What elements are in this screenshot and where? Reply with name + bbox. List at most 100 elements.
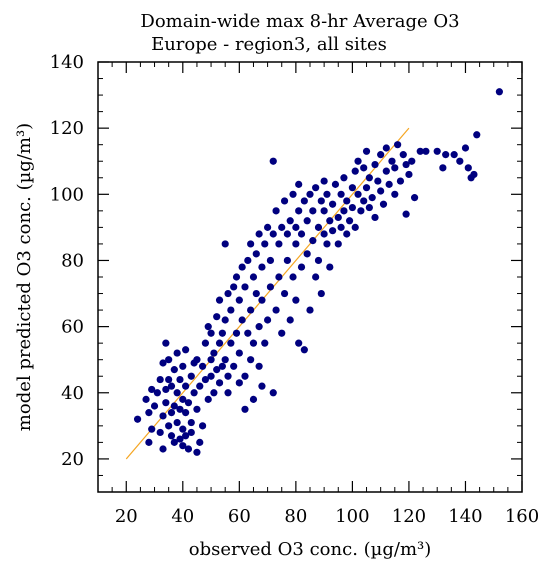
data-point: [385, 180, 393, 188]
data-point: [187, 372, 195, 380]
data-point: [320, 230, 328, 238]
data-point: [470, 170, 478, 179]
data-point: [295, 207, 303, 215]
data-point: [269, 157, 277, 165]
data-point: [170, 438, 178, 446]
data-point: [190, 389, 198, 397]
data-point: [306, 306, 314, 314]
data-point: [213, 313, 221, 321]
data-point: [464, 164, 472, 172]
x-tick-label: 160: [505, 506, 538, 527]
data-point: [362, 184, 371, 192]
data-point: [159, 445, 167, 453]
data-point: [326, 263, 334, 271]
data-point: [218, 329, 226, 337]
data-point: [266, 283, 275, 291]
data-point: [224, 372, 232, 380]
plot-frame: [97, 61, 523, 493]
data-point: [235, 296, 243, 304]
data-point: [145, 438, 153, 446]
data-point: [249, 395, 258, 403]
data-point: [221, 356, 229, 364]
y-tick-label: 100: [50, 184, 84, 205]
data-point: [159, 412, 167, 420]
data-point: [368, 194, 376, 202]
data-point: [323, 190, 331, 198]
data-point: [261, 240, 269, 248]
data-point: [416, 147, 424, 155]
data-point: [198, 422, 207, 430]
data-point: [280, 197, 289, 205]
data-point: [207, 372, 215, 380]
data-point: [343, 230, 351, 238]
data-point: [167, 382, 176, 390]
data-point: [221, 240, 229, 248]
data-point: [275, 273, 283, 281]
data-point: [165, 375, 173, 384]
x-tick-label: 140: [448, 506, 482, 527]
data-point: [241, 372, 249, 380]
data-point: [405, 170, 413, 179]
data-point: [354, 157, 362, 165]
y-tick-label: 120: [50, 118, 84, 139]
data-point: [300, 197, 308, 205]
data-point: [182, 382, 190, 390]
data-point: [224, 389, 232, 397]
data-point: [176, 375, 184, 384]
data-point: [165, 356, 173, 364]
data-point: [357, 207, 365, 215]
data-point: [258, 382, 266, 390]
data-point: [133, 415, 142, 423]
data-point: [377, 187, 385, 195]
data-point: [442, 151, 450, 159]
x-axis-label: observed O3 conc. (µg/m³): [189, 539, 432, 560]
data-point: [173, 418, 181, 427]
data-point: [306, 190, 314, 198]
data-point: [354, 190, 362, 198]
data-point: [213, 366, 221, 374]
data-point: [238, 316, 246, 324]
y-tick-label: 40: [61, 383, 84, 404]
data-point: [329, 200, 337, 208]
x-tick-label: 80: [284, 506, 307, 527]
data-point: [396, 177, 405, 185]
data-point: [433, 147, 441, 155]
data-point: [456, 157, 464, 165]
data-point: [252, 250, 260, 258]
data-point: [162, 399, 170, 407]
data-point: [255, 323, 263, 331]
data-point: [300, 346, 308, 354]
data-point: [297, 263, 306, 271]
data-point: [148, 425, 156, 433]
data-point: [269, 389, 277, 397]
data-point: [227, 339, 235, 347]
data-point: [323, 240, 331, 248]
data-point: [297, 230, 306, 238]
data-point: [264, 316, 272, 324]
data-point: [312, 273, 320, 281]
data-point: [266, 256, 275, 265]
data-point: [289, 190, 297, 198]
y-tick-label: 60: [61, 317, 84, 338]
data-point: [286, 316, 294, 324]
data-point: [193, 356, 201, 364]
data-point: [162, 385, 170, 394]
data-point: [162, 339, 170, 347]
data-point: [227, 306, 235, 314]
data-point: [382, 167, 390, 175]
data-point: [360, 164, 368, 172]
data-point: [187, 428, 195, 437]
y-tick-label: 80: [61, 250, 84, 271]
data-point: [215, 379, 224, 387]
data-point: [193, 405, 201, 413]
data-point: [309, 237, 317, 245]
data-point: [179, 362, 187, 370]
data-point: [314, 256, 323, 265]
data-point: [244, 256, 252, 265]
data-point: [173, 349, 181, 357]
data-point: [170, 402, 178, 410]
data-point: [204, 323, 212, 331]
data-point: [303, 217, 311, 225]
data-point: [235, 349, 243, 357]
data-point: [201, 375, 210, 384]
